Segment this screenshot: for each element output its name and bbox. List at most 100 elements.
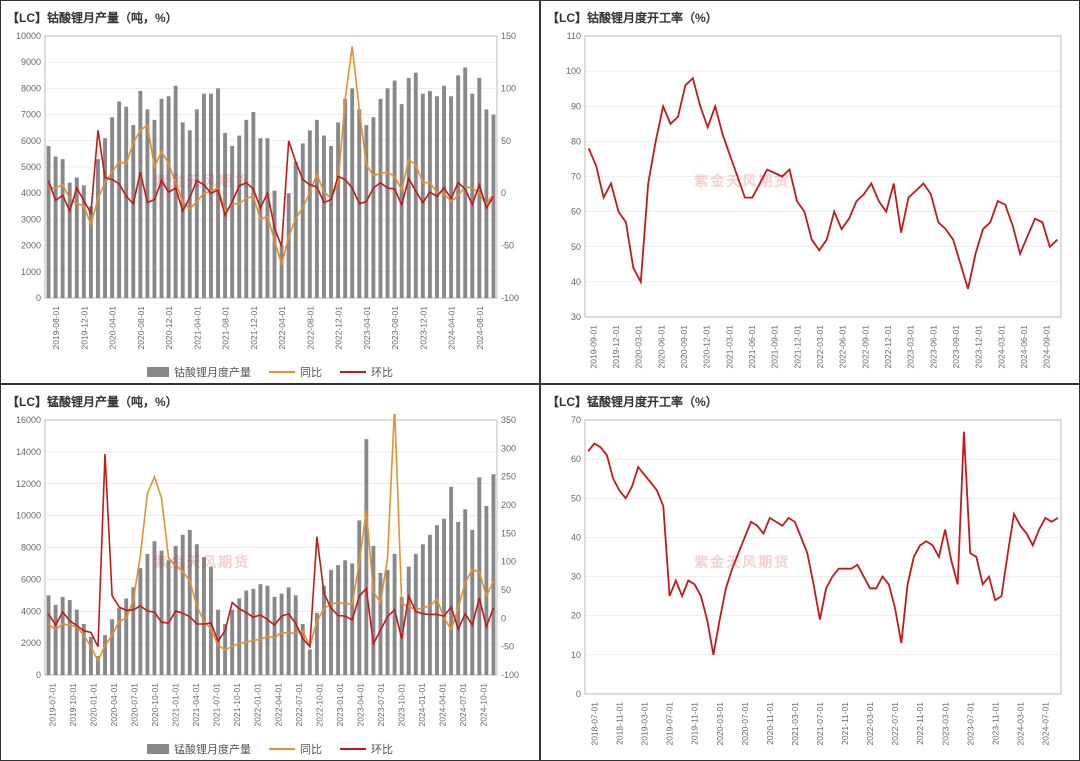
svg-text:2019-07-01: 2019-07-01 [665, 702, 675, 746]
svg-text:2018-07-01: 2018-07-01 [590, 702, 600, 746]
svg-text:2020-07-01: 2020-07-01 [129, 683, 139, 727]
svg-text:80: 80 [571, 136, 581, 146]
chart-title: 【LC】钴酸锂月度开工率（%） [547, 9, 1073, 26]
svg-text:70: 70 [571, 415, 581, 425]
svg-text:5000: 5000 [21, 162, 41, 172]
svg-text:14000: 14000 [16, 447, 41, 457]
svg-text:2021-01-01: 2021-01-01 [171, 683, 181, 727]
svg-text:0: 0 [576, 689, 581, 699]
svg-text:2021-10-01: 2021-10-01 [232, 683, 242, 727]
svg-text:2020-07-01: 2020-07-01 [740, 702, 750, 746]
svg-text:-100: -100 [501, 670, 519, 680]
svg-text:-50: -50 [501, 642, 514, 652]
svg-text:2021-03-01: 2021-03-01 [724, 325, 734, 369]
svg-text:10: 10 [571, 650, 581, 660]
svg-text:2021-12-01: 2021-12-01 [249, 306, 259, 350]
svg-text:90: 90 [571, 101, 581, 111]
svg-text:2019-12-01: 2019-12-01 [611, 325, 621, 369]
svg-text:-50: -50 [501, 241, 514, 251]
svg-text:2024-10-01: 2024-10-01 [479, 683, 489, 727]
chart-svg: 0200040006000800010000120001400016000-10… [7, 414, 533, 753]
svg-text:2023-04-01: 2023-04-01 [355, 683, 365, 727]
svg-text:2024-03-01: 2024-03-01 [996, 325, 1006, 369]
svg-text:250: 250 [501, 472, 516, 482]
chart-svg: 0100020003000400050006000700080009000100… [7, 30, 533, 376]
svg-text:2022-12-01: 2022-12-01 [883, 325, 893, 369]
svg-text:200: 200 [501, 500, 516, 510]
svg-text:12000: 12000 [16, 479, 41, 489]
svg-text:150: 150 [501, 31, 516, 41]
svg-text:16000: 16000 [16, 415, 41, 425]
panel-br: 【LC】锰酸锂月度开工率（%） 紫金天风期货010203040506070201… [540, 384, 1080, 761]
svg-text:2024-09-01: 2024-09-01 [1042, 325, 1052, 369]
svg-text:2020-12-01: 2020-12-01 [164, 306, 174, 350]
svg-text:2021-04-01: 2021-04-01 [191, 683, 201, 727]
svg-text:2022-01-01: 2022-01-01 [253, 683, 263, 727]
svg-text:30: 30 [571, 312, 581, 322]
svg-text:150: 150 [501, 528, 516, 538]
svg-text:2020-12-01: 2020-12-01 [702, 325, 712, 369]
svg-text:8000: 8000 [21, 83, 41, 93]
chart-title: 【LC】锰酸锂月产量（吨，%） [7, 393, 533, 410]
svg-text:2023-03-01: 2023-03-01 [906, 325, 916, 369]
svg-text:2023-07-01: 2023-07-01 [965, 702, 975, 746]
svg-text:0: 0 [501, 188, 506, 198]
legend-red: 环比 [340, 364, 393, 380]
svg-text:2019-10-01: 2019-10-01 [68, 683, 78, 727]
svg-text:30: 30 [571, 572, 581, 582]
svg-text:0: 0 [501, 613, 506, 623]
svg-text:2020-08-01: 2020-08-01 [136, 306, 146, 350]
svg-text:2023-12-01: 2023-12-01 [418, 306, 428, 350]
svg-text:2000: 2000 [21, 638, 41, 648]
svg-text:7000: 7000 [21, 110, 41, 120]
svg-text:2020-01-01: 2020-01-01 [88, 683, 98, 727]
svg-text:10000: 10000 [16, 511, 41, 521]
svg-text:2023-12-01: 2023-12-01 [974, 325, 984, 369]
svg-text:2024-04-01: 2024-04-01 [438, 683, 448, 727]
svg-text:60: 60 [571, 454, 581, 464]
svg-text:2022-04-01: 2022-04-01 [273, 683, 283, 727]
svg-text:2018-11-01: 2018-11-01 [615, 702, 625, 745]
svg-text:2022-09-01: 2022-09-01 [860, 325, 870, 369]
svg-text:4000: 4000 [21, 606, 41, 616]
svg-text:2022-03-01: 2022-03-01 [815, 325, 825, 369]
svg-text:2023-09-01: 2023-09-01 [951, 325, 961, 369]
svg-text:2019-11-01: 2019-11-01 [690, 702, 700, 745]
svg-text:8000: 8000 [21, 543, 41, 553]
svg-text:2022-03-01: 2022-03-01 [865, 702, 875, 746]
svg-text:2023-08-01: 2023-08-01 [390, 306, 400, 350]
svg-text:-100: -100 [501, 293, 519, 303]
svg-text:2021-07-01: 2021-07-01 [212, 683, 222, 727]
svg-text:2020-03-01: 2020-03-01 [715, 702, 725, 746]
svg-text:2021-08-01: 2021-08-01 [221, 306, 231, 350]
chart-svg: 304050607080901001102019-09-012019-12-01… [547, 30, 1073, 379]
svg-text:3000: 3000 [21, 214, 41, 224]
chart-title: 【LC】钴酸锂月产量（吨，%） [7, 9, 533, 26]
chart-grid: 【LC】钴酸锂月产量（吨，%） 紫金天风期货010002000300040005… [0, 0, 1080, 755]
svg-text:100: 100 [501, 83, 516, 93]
svg-text:0: 0 [36, 293, 41, 303]
panel-bl: 【LC】锰酸锂月产量（吨，%） 紫金天风期货020004000600080001… [0, 384, 540, 761]
svg-text:50: 50 [501, 136, 511, 146]
svg-text:2021-09-01: 2021-09-01 [770, 325, 780, 369]
svg-text:2019-07-01: 2019-07-01 [47, 683, 57, 727]
legend-orange: 同比 [269, 364, 322, 380]
svg-text:2023-01-01: 2023-01-01 [335, 683, 345, 727]
svg-text:2021-03-01: 2021-03-01 [790, 702, 800, 746]
svg-text:2022-04-01: 2022-04-01 [277, 306, 287, 350]
svg-text:2020-03-01: 2020-03-01 [634, 325, 644, 369]
svg-text:2024-04-01: 2024-04-01 [447, 306, 457, 350]
svg-text:6000: 6000 [21, 574, 41, 584]
panel-tr: 【LC】钴酸锂月度开工率（%） 紫金天风期货304050607080901001… [540, 0, 1080, 384]
svg-text:2024-07-01: 2024-07-01 [458, 683, 468, 727]
svg-text:50: 50 [501, 585, 511, 595]
svg-text:0: 0 [36, 670, 41, 680]
svg-text:10000: 10000 [16, 31, 41, 41]
chart-svg: 0102030405060702018-07-012018-11-012019-… [547, 414, 1073, 756]
svg-text:2020-10-01: 2020-10-01 [150, 683, 160, 727]
svg-text:2023-03-01: 2023-03-01 [940, 702, 950, 746]
svg-text:2023-07-01: 2023-07-01 [376, 683, 386, 727]
svg-text:2023-11-01: 2023-11-01 [990, 702, 1000, 745]
svg-text:50: 50 [571, 242, 581, 252]
svg-text:350: 350 [501, 415, 516, 425]
